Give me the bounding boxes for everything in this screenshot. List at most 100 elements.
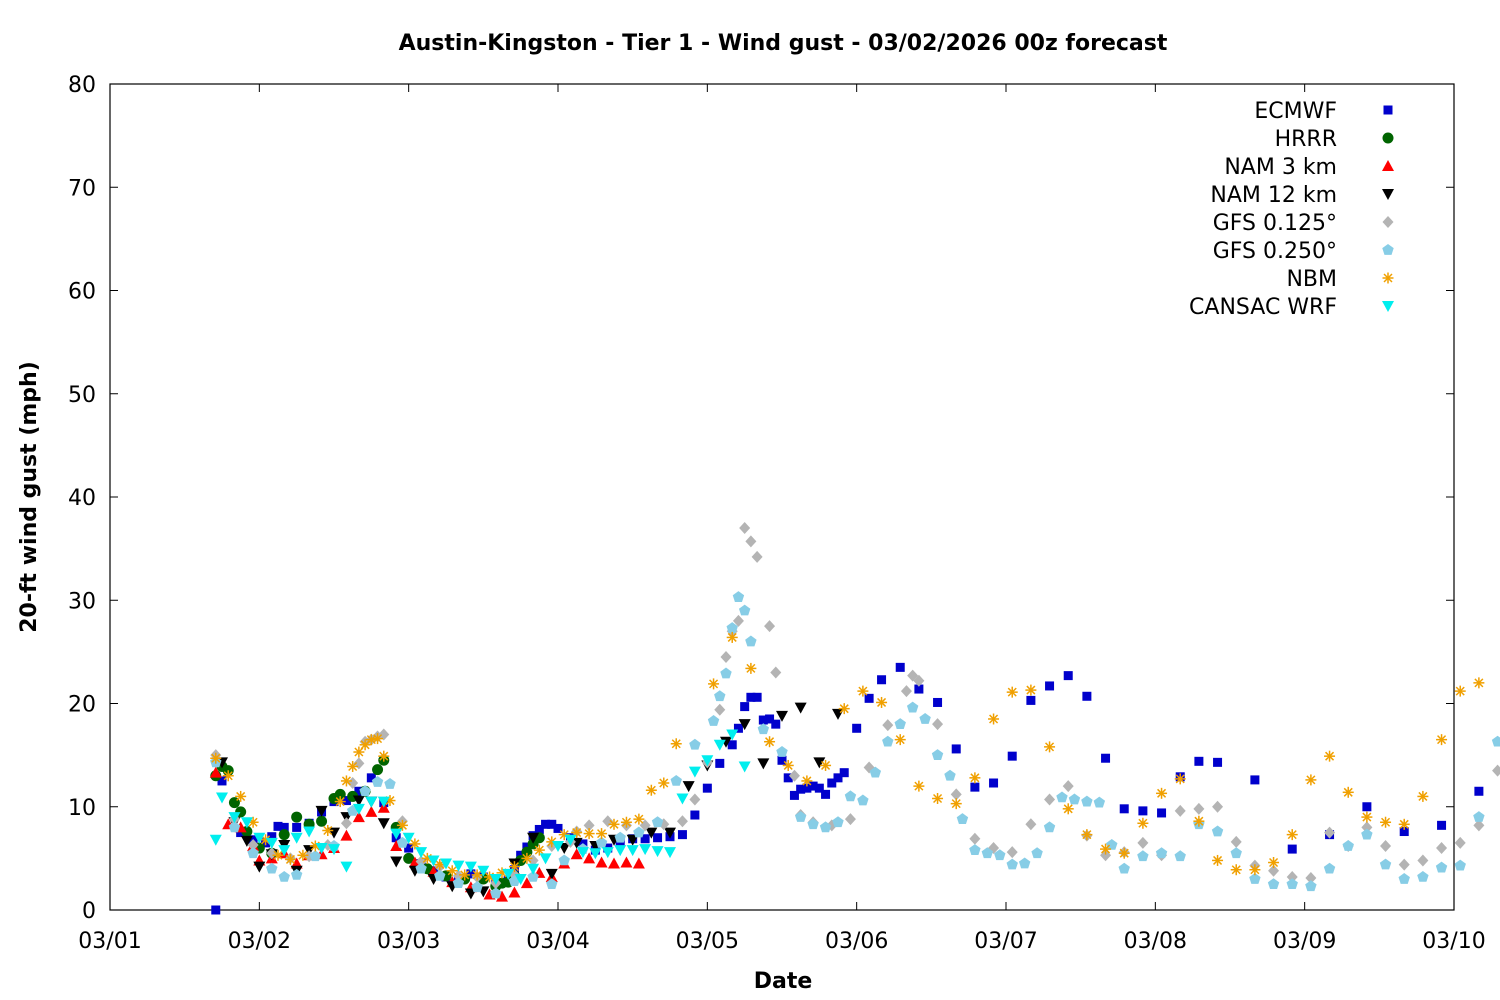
data-point-gfs-0-250 bbox=[371, 775, 384, 787]
data-point-gfs-0-125 bbox=[969, 832, 981, 845]
data-point-ecmwf bbox=[970, 782, 980, 792]
data-point-cansac-wrf bbox=[352, 803, 365, 815]
data-point-nbm bbox=[1268, 857, 1280, 869]
data-point-nbm bbox=[1100, 843, 1112, 855]
series-nbm bbox=[210, 631, 1485, 883]
data-point-nam-3-km bbox=[608, 857, 620, 869]
data-point-nbm bbox=[708, 678, 720, 690]
data-point-cansac-wrf bbox=[664, 847, 676, 859]
legend-marker-nam-3-km bbox=[1382, 160, 1394, 171]
data-point-gfs-0-250 bbox=[1081, 795, 1093, 807]
data-point-gfs-0-125 bbox=[739, 521, 751, 534]
data-point-nbm bbox=[1118, 847, 1130, 859]
data-point-gfs-0-250 bbox=[651, 816, 664, 828]
data-point-gfs-0-125 bbox=[1193, 802, 1205, 815]
data-point-gfs-0-125 bbox=[378, 728, 390, 741]
data-point-gfs-0-250 bbox=[434, 869, 446, 881]
data-point-gfs-0-250 bbox=[844, 790, 857, 802]
data-point-gfs-0-250 bbox=[1155, 847, 1168, 859]
data-point-hrrr bbox=[278, 829, 290, 841]
data-point-ecmwf bbox=[765, 714, 775, 724]
data-point-nbm bbox=[297, 849, 309, 861]
data-point-ecmwf bbox=[404, 843, 414, 853]
data-point-gfs-0-250 bbox=[266, 862, 278, 874]
data-point-hrrr bbox=[403, 852, 415, 864]
data-point-cansac-wrf bbox=[688, 766, 701, 778]
data-point-gfs-0-250 bbox=[869, 766, 882, 778]
x-tick-label: 03/02 bbox=[228, 929, 291, 954]
data-point-nbm bbox=[340, 775, 352, 787]
data-point-ecmwf bbox=[951, 744, 961, 754]
data-point-gfs-0-250 bbox=[1137, 850, 1149, 862]
data-point-hrrr bbox=[316, 815, 328, 827]
legend-marker-gfs-0-125 bbox=[1382, 216, 1394, 228]
data-point-gfs-0-250 bbox=[969, 844, 981, 855]
data-point-gfs-0-125 bbox=[1398, 858, 1410, 871]
data-point-nbm bbox=[1286, 829, 1298, 841]
data-point-nam-12-km bbox=[626, 834, 639, 846]
data-point-gfs-0-250 bbox=[1417, 870, 1429, 882]
data-point-nbm bbox=[745, 662, 757, 674]
data-point-ecmwf bbox=[702, 783, 712, 793]
data-point-nbm bbox=[322, 824, 334, 836]
data-point-gfs-0-125 bbox=[714, 703, 726, 716]
data-point-gfs-0-125 bbox=[950, 788, 962, 801]
data-point-cansac-wrf bbox=[209, 834, 222, 846]
data-point-gfs-0-250 bbox=[595, 836, 608, 848]
data-point-nbm bbox=[950, 798, 962, 810]
data-point-gfs-0-250 bbox=[1118, 862, 1130, 874]
data-point-nam-12-km bbox=[664, 827, 676, 839]
data-point-gfs-0-250 bbox=[1267, 878, 1280, 890]
data-point-nbm bbox=[1398, 818, 1410, 830]
data-point-nam-3-km bbox=[209, 766, 222, 778]
data-point-nam-12-km bbox=[794, 702, 807, 714]
data-point-ecmwf bbox=[989, 778, 999, 788]
data-point-gfs-0-250 bbox=[1031, 847, 1043, 859]
data-point-cansac-wrf bbox=[614, 845, 627, 857]
legend-label-nam-3-km: NAM 3 km bbox=[1224, 155, 1337, 180]
data-point-gfs-0-250 bbox=[359, 785, 371, 797]
data-point-nbm bbox=[521, 852, 533, 864]
data-point-ecmwf bbox=[341, 796, 351, 806]
data-point-nam-12-km bbox=[253, 861, 266, 873]
data-point-gfs-0-125 bbox=[1268, 864, 1280, 877]
legend-marker-gfs-0-250 bbox=[1382, 244, 1394, 255]
data-point-nbm bbox=[1361, 811, 1373, 823]
data-point-nam-12-km bbox=[390, 856, 403, 868]
data-point-gfs-0-250 bbox=[882, 735, 894, 747]
data-point-gfs-0-250 bbox=[1043, 821, 1056, 833]
data-point-ecmwf bbox=[1157, 808, 1167, 818]
legend-marker-nam-12-km bbox=[1382, 189, 1394, 200]
data-point-gfs-0-250 bbox=[807, 818, 819, 830]
data-point-nbm bbox=[670, 738, 682, 750]
data-point-ecmwf bbox=[553, 823, 563, 833]
data-point-nbm bbox=[471, 869, 483, 881]
data-point-gfs-0-250 bbox=[707, 715, 720, 726]
data-point-ecmwf bbox=[1063, 671, 1073, 681]
series-nam-12-km bbox=[216, 702, 844, 900]
data-point-ecmwf bbox=[534, 824, 544, 834]
legend-label-gfs-0-125: GFS 0.125° bbox=[1213, 211, 1337, 236]
data-point-nam-3-km bbox=[496, 890, 508, 902]
data-point-gfs-0-250 bbox=[1379, 858, 1392, 870]
data-point-nam-3-km bbox=[520, 877, 533, 889]
data-point-nam-3-km bbox=[408, 856, 421, 868]
data-point-gfs-0-125 bbox=[583, 819, 595, 832]
data-point-gfs-0-250 bbox=[757, 723, 770, 735]
data-point-cansac-wrf bbox=[514, 874, 527, 886]
data-point-nam-12-km bbox=[315, 805, 328, 817]
data-point-nbm bbox=[1193, 815, 1205, 827]
x-tick-label: 03/09 bbox=[1273, 929, 1336, 954]
data-point-ecmwf bbox=[933, 697, 943, 707]
data-point-nam-12-km bbox=[527, 832, 540, 844]
data-point-ecmwf bbox=[796, 784, 806, 794]
data-point-nam-3-km bbox=[508, 886, 521, 898]
data-point-nbm bbox=[1212, 854, 1224, 866]
legend-marker-ecmwf bbox=[1383, 105, 1393, 115]
data-point-gfs-0-250 bbox=[919, 712, 931, 724]
data-point-gfs-0-125 bbox=[1324, 826, 1336, 839]
data-point-nbm bbox=[801, 775, 813, 787]
data-point-gfs-0-250 bbox=[471, 881, 483, 893]
data-point-ecmwf bbox=[653, 833, 663, 843]
y-axis-label: 20-ft wind gust (mph) bbox=[17, 361, 42, 633]
